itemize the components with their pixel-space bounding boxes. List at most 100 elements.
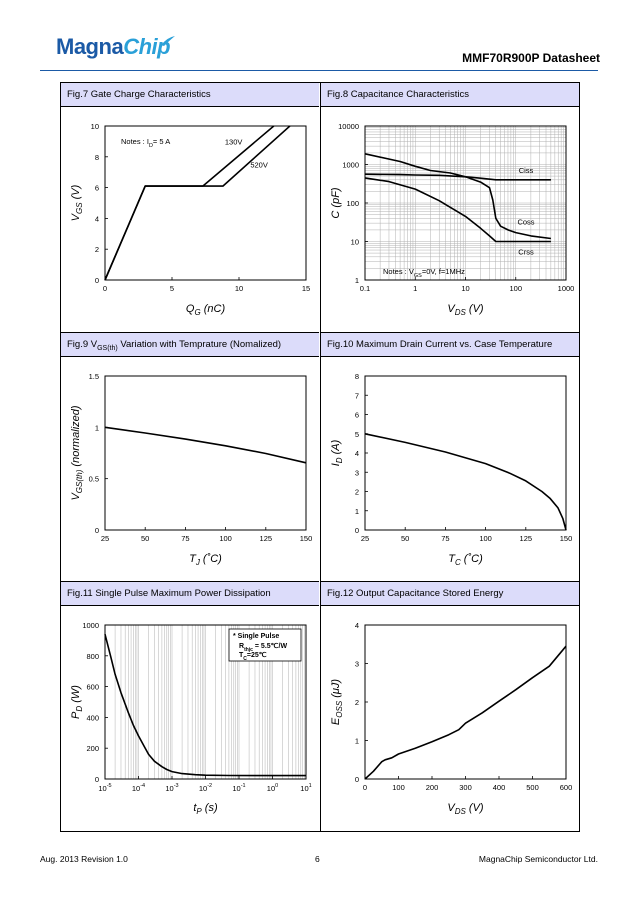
x-tick-label: 101 bbox=[300, 783, 311, 793]
panel-fig12: Fig.12 Output Capacitance Stored Energy … bbox=[320, 581, 579, 831]
logo-text-magna: Magna bbox=[56, 34, 124, 59]
y-tick-label: 800 bbox=[86, 652, 99, 661]
y-tick-label: 2 bbox=[95, 245, 99, 254]
y-tick-label: 0 bbox=[95, 775, 99, 784]
x-tick-label: 1 bbox=[413, 284, 417, 293]
chart-note: Notes : VGS=0V, f=1MHz bbox=[383, 267, 465, 279]
plot-area bbox=[364, 375, 567, 531]
x-axis-label: TC (˚C) bbox=[448, 553, 483, 567]
logo: MagnaChip bbox=[56, 34, 171, 60]
y-axis-label: C (pF) bbox=[330, 187, 342, 219]
x-tick-label: 100 bbox=[219, 534, 232, 543]
x-tick-label: 10 bbox=[461, 284, 469, 293]
panel-title-fig7: Fig.7 Gate Charge Characteristics bbox=[61, 83, 319, 107]
panel-title-fig10: Fig.10 Maximum Drain Current vs. Case Te… bbox=[321, 333, 579, 357]
y-tick-label: 1 bbox=[355, 737, 359, 746]
footer-company: MagnaChip Semiconductor Ltd. bbox=[478, 854, 598, 864]
x-tick-label: 300 bbox=[459, 783, 472, 792]
panel-title-fig8: Fig.8 Capacitance Characteristics bbox=[321, 83, 579, 107]
chart-legend-box bbox=[228, 628, 302, 662]
logo-text-chip: Chip bbox=[123, 34, 171, 59]
panel-title-fig11: Fig.11 Single Pulse Maximum Power Dissip… bbox=[61, 582, 319, 606]
y-tick-label: 10 bbox=[351, 238, 359, 247]
x-tick-label: 125 bbox=[520, 534, 533, 543]
x-axis-label: TJ (˚C) bbox=[189, 553, 222, 567]
y-tick-label: 1 bbox=[355, 276, 359, 285]
y-tick-label: 10 bbox=[91, 122, 99, 131]
legend-line: TC=25℃ bbox=[239, 651, 267, 662]
y-axis-label: VGS (V) bbox=[70, 184, 84, 221]
panel-fig10: Fig.10 Maximum Drain Current vs. Case Te… bbox=[320, 332, 579, 582]
figure-frame: Fig.7 Gate Charge Characteristics 0 5 10 15… bbox=[60, 82, 580, 832]
chart-fig12: 0 100 200 300 400 500 600 0 1 2 3 4 VDS (V) EOSS (μJ) bbox=[330, 621, 573, 816]
document-title: MMF70R900P Datasheet bbox=[462, 51, 600, 65]
footer-revision: Aug. 2013 Revision 1.0 bbox=[40, 854, 128, 864]
y-tick-label: 200 bbox=[86, 744, 99, 753]
x-tick-label: 200 bbox=[426, 783, 439, 792]
chart-fig11: 10-5 10-4 10-3 10-2 10-1 100 101 0 200 400 600 800 1… bbox=[70, 621, 312, 816]
x-tick-label: 75 bbox=[181, 534, 189, 543]
x-axis-label: VDS (V) bbox=[447, 802, 484, 816]
y-tick-label: 0.5 bbox=[89, 475, 99, 484]
footer-page-number: 6 bbox=[315, 854, 320, 864]
x-tick-label: 150 bbox=[300, 534, 313, 543]
chart-fig10: 25 50 75 100 125 150 0 1 2 3 4 5 6 7 8 TC (˚C) ID (A) bbox=[330, 372, 573, 567]
series-line bbox=[104, 125, 291, 281]
panel-title-fig9-sub: GS(th) bbox=[97, 344, 118, 352]
y-tick-label: 8 bbox=[95, 153, 99, 162]
y-tick-label: 1.5 bbox=[89, 372, 99, 381]
y-tick-label: 1000 bbox=[82, 621, 99, 630]
x-tick-label: 10-4 bbox=[132, 783, 145, 793]
y-axis-label: EOSS (μJ) bbox=[330, 679, 344, 725]
y-tick-label: 600 bbox=[86, 683, 99, 692]
y-tick-label: 4 bbox=[95, 214, 99, 223]
x-tick-label: 150 bbox=[560, 534, 573, 543]
x-tick-label: 5 bbox=[170, 284, 174, 293]
y-tick-label: 5 bbox=[355, 430, 359, 439]
x-tick-label: 10 bbox=[235, 284, 243, 293]
panel-title-fig9-main: Fig.9 V bbox=[67, 339, 98, 350]
y-tick-label: 6 bbox=[95, 184, 99, 193]
chart-fig9: 25 50 75 100 125 150 0 0.5 1 1.5 TJ (˚C) VGS(th) (n… bbox=[70, 372, 313, 567]
plot-area bbox=[104, 375, 307, 531]
legend-line: * Single Pulse bbox=[233, 633, 279, 640]
panel-fig11: Fig.11 Single Pulse Maximum Power Dissip… bbox=[61, 581, 319, 831]
x-tick-label: 0.1 bbox=[360, 284, 370, 293]
y-tick-label: 1 bbox=[95, 423, 99, 432]
series-annotation: 520V bbox=[250, 161, 268, 170]
x-tick-label: 0 bbox=[103, 284, 107, 293]
x-tick-label: 25 bbox=[361, 534, 369, 543]
y-tick-label: 8 bbox=[355, 372, 359, 381]
series-line bbox=[104, 125, 275, 281]
x-tick-label: 400 bbox=[493, 783, 506, 792]
x-tick-label: 100 bbox=[267, 783, 278, 793]
x-tick-label: 0 bbox=[363, 783, 367, 792]
series-annotation: Coss bbox=[517, 217, 534, 226]
y-tick-label: 10000 bbox=[338, 122, 359, 131]
y-tick-label: 1 bbox=[355, 507, 359, 516]
x-tick-label: 50 bbox=[141, 534, 149, 543]
x-tick-label: 125 bbox=[260, 534, 273, 543]
x-axis-label: tP (s) bbox=[193, 802, 218, 816]
y-axis-label: VGS(th) (normalized) bbox=[70, 405, 84, 500]
series-line bbox=[364, 177, 551, 243]
x-tick-label: 1000 bbox=[558, 284, 575, 293]
y-tick-label: 100 bbox=[346, 199, 359, 208]
x-tick-label: 10-1 bbox=[232, 783, 245, 793]
chart-note: Notes : ID= 5 A bbox=[121, 137, 170, 149]
y-tick-label: 4 bbox=[355, 621, 359, 630]
x-tick-label: 100 bbox=[479, 534, 492, 543]
y-tick-label: 0 bbox=[355, 775, 359, 784]
x-tick-label: 10-2 bbox=[199, 783, 212, 793]
x-tick-label: 25 bbox=[101, 534, 109, 543]
y-tick-label: 3 bbox=[355, 468, 359, 477]
chart-fig7: 0 5 10 15 0 2 4 6 8 10 130V 520V QG (nC) VGS (V) Notes… bbox=[70, 122, 310, 317]
y-tick-label: 2 bbox=[355, 698, 359, 707]
series-annotation: Crss bbox=[518, 247, 534, 256]
x-tick-label: 10-3 bbox=[165, 783, 178, 793]
x-axis-label: QG (nC) bbox=[186, 303, 226, 317]
y-tick-label: 3 bbox=[355, 660, 359, 669]
y-tick-label: 4 bbox=[355, 449, 359, 458]
panel-title-fig9-rest: Variation with Temprature (Nomalized) bbox=[117, 339, 282, 350]
x-tick-label: 600 bbox=[560, 783, 573, 792]
